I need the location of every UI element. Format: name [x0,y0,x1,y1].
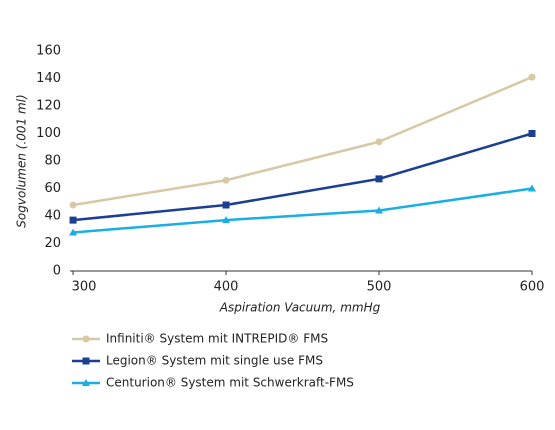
marker [82,357,90,365]
y-tick-label: 160 [36,44,61,59]
y-tick-label: 80 [44,154,61,169]
y-tick-label: 60 [44,181,61,196]
series-line [72,187,533,234]
series-line [72,75,533,207]
y-tick-label: 40 [44,209,61,224]
marker [82,379,90,386]
marker [69,228,78,236]
x-tick-label: 300 [72,280,97,295]
marker [69,201,77,209]
marker [528,184,536,192]
legend-text: Legion® System mit single use FMS [106,354,323,368]
marker [69,216,77,224]
marker [222,201,230,209]
x-tick-label: 600 [520,280,545,295]
y-tick-label: 120 [36,99,61,114]
y-axis-title: Sogvolumen (.001 ml) [15,94,29,227]
series-line [72,132,533,222]
x-tick-label: 500 [367,280,392,295]
marker [375,175,383,183]
y-tick-label: 20 [44,236,61,251]
legend-text: Infiniti® System mit INTREPID® FMS [106,332,328,346]
marker [528,130,536,137]
y-tick-label: 140 [36,71,61,86]
marker [222,176,230,184]
marker [375,206,384,214]
marker [528,73,536,81]
x-axis-title: Aspiration Vacuum, mmHg [219,301,381,315]
legend-text: Centurion® System mit Schwerkraft-FMS [106,376,354,390]
y-tick-label: 100 [36,126,61,141]
y-tick-label: 0 [53,264,61,279]
marker [375,138,383,146]
marker [222,216,231,224]
marker [82,335,90,343]
x-tick-label: 400 [214,280,239,295]
